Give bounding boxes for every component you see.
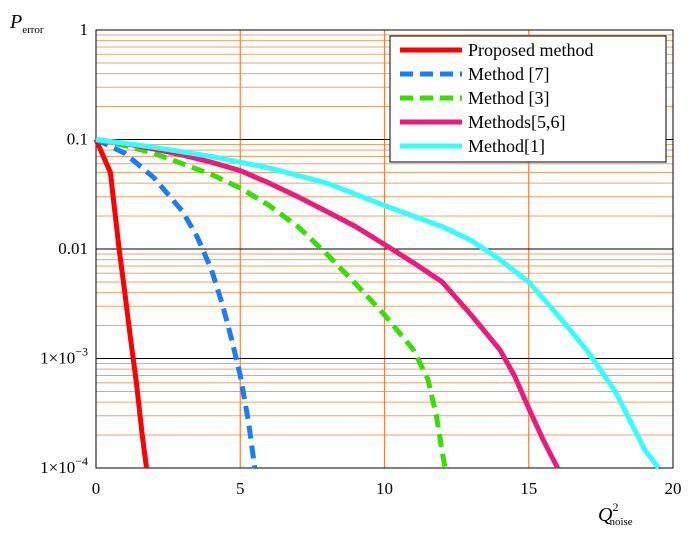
y-tick-label-base: 0.1 [67, 130, 88, 149]
x-axis-label-sup: 2 [612, 500, 618, 514]
legend-label-2: Method [7] [468, 64, 549, 84]
legend-label-3: Method [3] [468, 88, 549, 108]
y-tick-label: 0.1 [67, 130, 88, 149]
y-axis-label-main: P [9, 11, 22, 33]
y-tick-label-base: 0.01 [58, 239, 88, 258]
x-axis-label-main: Q [598, 504, 613, 526]
series-line-3 [95, 137, 448, 469]
legend: Proposed method Method [7] Method [3] Metho… [389, 35, 667, 163]
y-tick-label-exponent: −4 [75, 454, 88, 468]
series-line-1 [93, 138, 149, 469]
y-tick-label: 1 [80, 20, 89, 39]
y-tick-label: 0.01 [58, 239, 88, 258]
x-tick-label: 20 [665, 479, 682, 498]
x-axis-label-sub: noise [609, 516, 632, 528]
y-tick-label-base: 1×10 [40, 458, 75, 477]
y-axis-label-sub: error [22, 24, 44, 36]
y-tick-label: 1×10−3 [40, 345, 88, 368]
y-tick-label-base: 1 [80, 20, 89, 39]
series-line-4 [95, 137, 560, 470]
series-line-2 [94, 137, 258, 469]
x-tick-label: 0 [92, 479, 101, 498]
x-tick-label: 10 [376, 479, 393, 498]
x-tick-label: 15 [520, 479, 537, 498]
legend-label-1: Proposed method [468, 40, 594, 60]
series-line-5 [95, 137, 661, 470]
series-layer [93, 137, 661, 470]
y-tick-label: 1×10−4 [40, 454, 88, 477]
x-axis-label: Q2 noise [598, 500, 633, 528]
y-tick-label-base: 1×10 [40, 349, 75, 368]
y-tick-label-exponent: −3 [75, 345, 88, 359]
plot-frame [95, 29, 674, 469]
y-axis-label: Perror [9, 11, 44, 36]
x-tick-label: 5 [236, 479, 245, 498]
legend-label-4: Methods[5,6] [468, 112, 566, 132]
legend-label-5: Method[1] [468, 136, 545, 156]
legend-box [389, 35, 667, 163]
